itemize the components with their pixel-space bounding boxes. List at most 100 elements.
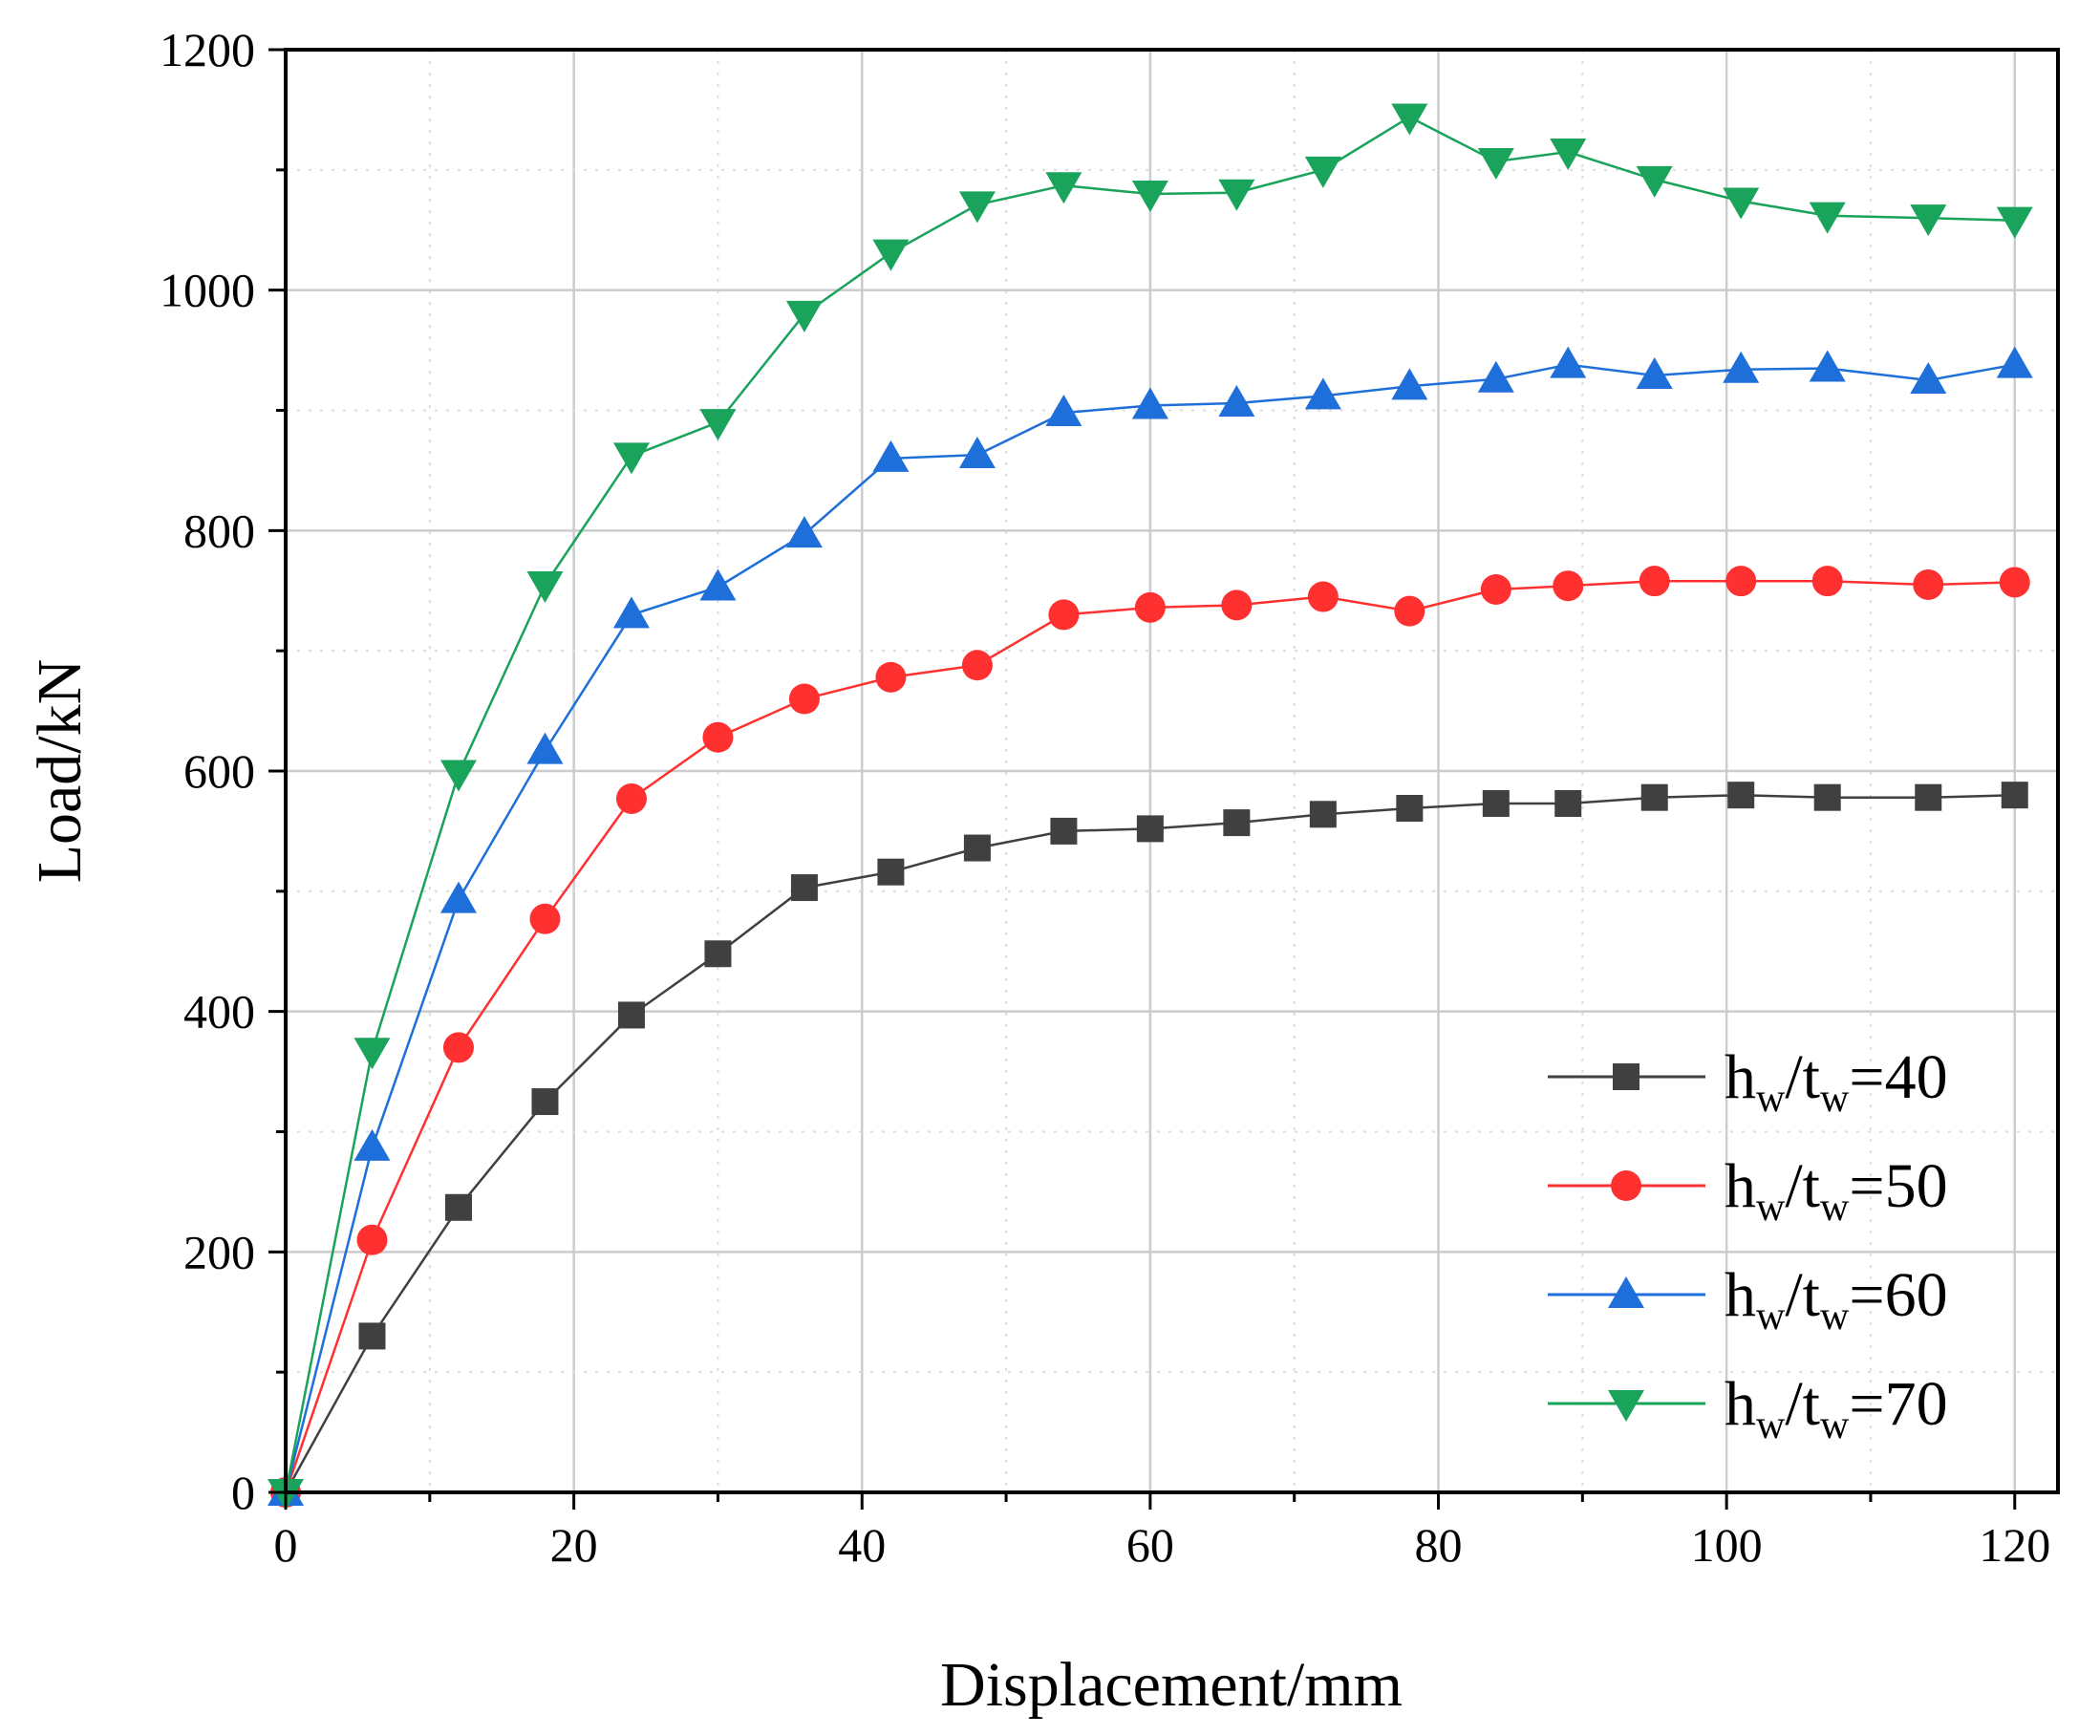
data-point bbox=[1996, 206, 2033, 239]
legend-text-part: =70 bbox=[1849, 1369, 1947, 1439]
data-point bbox=[1640, 783, 1668, 811]
data-point bbox=[1913, 568, 1944, 600]
data-point bbox=[1725, 566, 1757, 597]
data-point bbox=[1221, 589, 1253, 621]
y-axis-title: Load/kN bbox=[25, 659, 95, 884]
data-point bbox=[958, 437, 996, 469]
legend-entry-4: hw/tw=70 bbox=[1548, 1369, 1948, 1447]
legend-text-part: =40 bbox=[1849, 1042, 1947, 1112]
data-point bbox=[1309, 801, 1337, 828]
legend-text-part: /t bbox=[1785, 1260, 1820, 1330]
legend-subscript: w bbox=[1756, 1186, 1786, 1230]
data-point bbox=[1218, 384, 1255, 417]
legend-marker bbox=[1608, 1276, 1644, 1308]
data-point bbox=[699, 409, 737, 441]
legend-text-part: =60 bbox=[1849, 1260, 1947, 1330]
data-point bbox=[1550, 138, 1587, 170]
legend-subscript: w bbox=[1756, 1295, 1786, 1339]
data-point bbox=[1134, 591, 1166, 623]
legend-text-part: h bbox=[1725, 1369, 1756, 1439]
legend-subscript: w bbox=[1756, 1077, 1786, 1121]
legend-subscript: w bbox=[1820, 1404, 1850, 1447]
data-point bbox=[1304, 377, 1341, 410]
data-point bbox=[358, 1322, 386, 1350]
data-point bbox=[1553, 570, 1584, 602]
data-point bbox=[1391, 103, 1428, 136]
legend-text-part: /t bbox=[1785, 1369, 1820, 1439]
x-tick-label: 60 bbox=[1126, 1518, 1174, 1572]
data-point bbox=[1996, 346, 2033, 378]
data-point bbox=[1045, 395, 1082, 427]
series-layer bbox=[268, 103, 2033, 1511]
grid bbox=[286, 50, 2058, 1492]
data-point bbox=[444, 1193, 472, 1221]
data-point bbox=[1723, 351, 1760, 383]
data-point bbox=[790, 874, 818, 902]
data-point bbox=[872, 439, 910, 472]
data-point bbox=[612, 442, 650, 475]
data-point bbox=[1136, 815, 1164, 843]
legend-marker bbox=[1608, 1390, 1644, 1422]
legend-label: hw/tw=50 bbox=[1725, 1151, 1948, 1230]
data-point bbox=[1480, 573, 1511, 605]
data-point bbox=[1218, 179, 1255, 211]
series-3 bbox=[268, 346, 2033, 1506]
data-point bbox=[439, 881, 477, 913]
data-point bbox=[1999, 567, 2030, 598]
y-tick-label: 1000 bbox=[160, 264, 255, 317]
data-point bbox=[704, 940, 732, 968]
y-tick-label: 800 bbox=[183, 504, 255, 557]
y-tick-label: 200 bbox=[183, 1225, 255, 1278]
legend-text-part: /t bbox=[1785, 1042, 1820, 1112]
data-point bbox=[785, 300, 823, 332]
data-point bbox=[2001, 782, 2028, 809]
legend-marker bbox=[1613, 1063, 1639, 1090]
legend-entry-3: hw/tw=60 bbox=[1548, 1260, 1948, 1339]
legend-entry-2: hw/tw=50 bbox=[1548, 1151, 1948, 1230]
data-point bbox=[526, 732, 564, 764]
data-point bbox=[1639, 566, 1670, 597]
data-point bbox=[1223, 809, 1251, 837]
y-tick-label: 1200 bbox=[160, 23, 255, 76]
data-point bbox=[788, 683, 820, 715]
data-point bbox=[1636, 165, 1673, 198]
data-point bbox=[356, 1224, 388, 1255]
data-point bbox=[1050, 817, 1078, 845]
data-point bbox=[615, 782, 647, 814]
data-point bbox=[442, 1032, 474, 1063]
x-tick-label: 120 bbox=[1979, 1518, 2050, 1572]
data-point bbox=[1636, 357, 1673, 390]
data-point bbox=[1723, 187, 1760, 220]
data-point bbox=[875, 661, 907, 693]
data-point bbox=[1550, 346, 1587, 378]
data-point bbox=[1809, 202, 1846, 234]
legend-subscript: w bbox=[1756, 1404, 1786, 1447]
data-point bbox=[1048, 599, 1080, 631]
data-point bbox=[1811, 566, 1843, 597]
data-point bbox=[702, 721, 734, 753]
legend-label: hw/tw=70 bbox=[1725, 1369, 1948, 1447]
series-4 bbox=[268, 103, 2033, 1511]
x-tick-label: 100 bbox=[1691, 1518, 1763, 1572]
data-point bbox=[529, 903, 561, 934]
data-point bbox=[1482, 789, 1510, 817]
data-point bbox=[1813, 783, 1841, 811]
x-tick-label: 40 bbox=[838, 1518, 886, 1572]
y-tick-label: 0 bbox=[231, 1466, 255, 1519]
legend-text-part: h bbox=[1725, 1151, 1756, 1221]
data-point bbox=[963, 834, 991, 862]
legend-subscript: w bbox=[1820, 1295, 1850, 1339]
data-point bbox=[1131, 387, 1168, 419]
legend-marker bbox=[1611, 1170, 1641, 1201]
data-point bbox=[961, 650, 993, 681]
data-point bbox=[1477, 360, 1514, 393]
legend-text-part: h bbox=[1725, 1042, 1756, 1112]
data-point bbox=[699, 568, 737, 601]
data-point bbox=[877, 858, 905, 886]
data-point bbox=[1910, 204, 1947, 237]
data-point bbox=[1727, 782, 1755, 809]
x-tick-label: 0 bbox=[274, 1518, 298, 1572]
